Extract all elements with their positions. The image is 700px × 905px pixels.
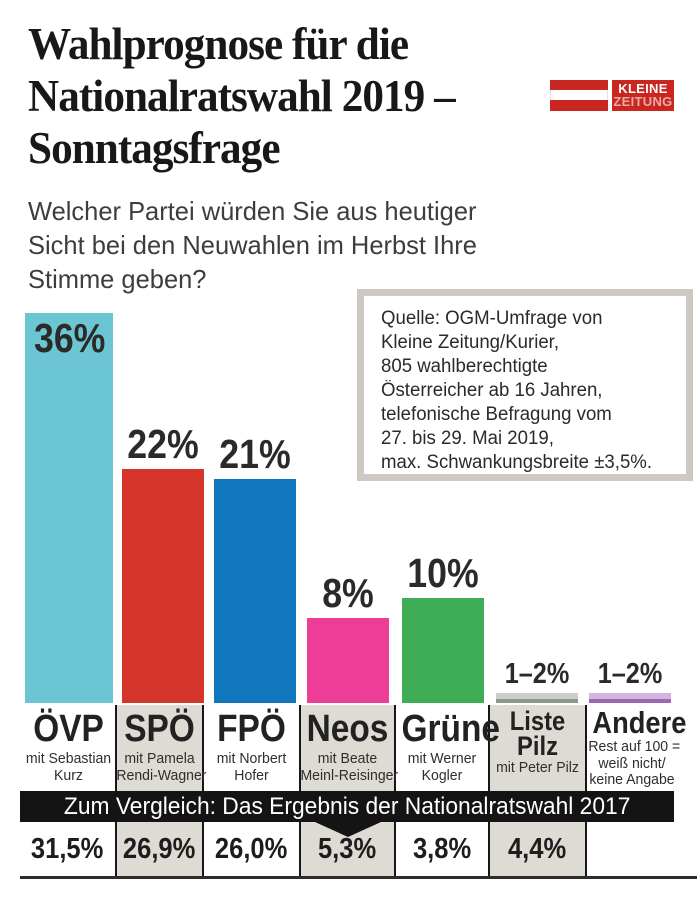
title-line-1: Wahlprognose für die bbox=[28, 19, 409, 69]
source-line: max. Schwankungsbreite ±3,5%. bbox=[381, 452, 653, 473]
party-leader: mit Beate Meinl-Reisinger bbox=[300, 751, 399, 784]
value-label-ovp: 36% bbox=[34, 315, 106, 361]
party-leader: mit Sebastian Kurz bbox=[25, 751, 112, 784]
result-2017-liste-pilz: 4,4% bbox=[508, 832, 567, 865]
result-2017-neos: 5,3% bbox=[318, 832, 377, 865]
party-label-ovp: ÖVP mit Sebastian Kurz bbox=[20, 706, 117, 790]
question-line-1: Welcher Partei würden Sie aus heutiger bbox=[28, 196, 477, 226]
source-line: Österreicher ab 16 Jahren, bbox=[381, 380, 603, 401]
value-label-andere: 1–2% bbox=[597, 658, 663, 690]
source-line: Kleine Zeitung/Kurier, bbox=[381, 332, 560, 353]
austria-flag-icon bbox=[550, 80, 608, 111]
bottom-rule bbox=[20, 876, 697, 879]
bar-liste-pilz-shade bbox=[496, 699, 578, 703]
value-label-neos: 8% bbox=[322, 570, 374, 616]
source-line: telefonische Befragung vom bbox=[381, 404, 612, 425]
party-label-spo: SPÖ mit Pamela Rendi-Wagner bbox=[115, 706, 207, 790]
logo-text-zeitung: ZEITUNG bbox=[613, 94, 673, 109]
question-line-3: Stimme geben? bbox=[28, 264, 207, 294]
question-line-2: Sicht bei den Neuwahlen im Herbst Ihre bbox=[28, 230, 477, 260]
result-2017-andere bbox=[587, 822, 677, 876]
bar-ovp bbox=[25, 313, 113, 703]
comparison-banner-text: Zum Vergleich: Das Ergebnis der National… bbox=[63, 792, 631, 820]
party-leader: mit Peter Pilz bbox=[496, 760, 579, 776]
party-label-andere: Andere Rest auf 100 = weiß nicht/ keine … bbox=[587, 705, 687, 790]
value-label-fpo: 21% bbox=[219, 431, 291, 477]
flag-stripe-red bbox=[550, 80, 608, 90]
party-label-neos: Neos mit Beate Meinl-Reisinger bbox=[299, 706, 399, 790]
bar-gruene bbox=[402, 598, 484, 703]
bar-andere bbox=[589, 693, 671, 703]
party-name: ÖVP bbox=[33, 708, 104, 750]
kleine-zeitung-logo: KLEINE ZEITUNG bbox=[550, 80, 674, 111]
party-name: FPÖ bbox=[217, 708, 286, 750]
bar-andere-shade bbox=[589, 699, 671, 703]
value-label-spo: 22% bbox=[127, 421, 199, 467]
source-line: 27. bis 29. Mai 2019, bbox=[381, 428, 554, 449]
bar-spo bbox=[122, 469, 204, 703]
value-label-gruene: 10% bbox=[407, 550, 479, 596]
party-name: Grüne bbox=[401, 708, 500, 750]
party-leader: mit Werner Kogler bbox=[407, 751, 477, 784]
title-line-2: Nationalratswahl 2019 – bbox=[28, 71, 456, 121]
bar-liste-pilz bbox=[496, 693, 578, 703]
party-note: Rest auf 100 = weiß nicht/ keine Angabe bbox=[588, 739, 681, 788]
party-name: SPÖ bbox=[124, 708, 195, 750]
flag-stripe-white bbox=[550, 90, 608, 100]
flag-stripe-red bbox=[550, 100, 608, 111]
column-background-neos bbox=[299, 705, 396, 876]
result-2017-ovp: 31,5% bbox=[31, 832, 104, 865]
source-box: Quelle: OGM-Umfrage von Kleine Zeitung/K… bbox=[357, 289, 693, 481]
bar-fpo bbox=[214, 479, 296, 703]
result-2017-fpo: 26,0% bbox=[215, 832, 288, 865]
result-2017-gruene: 3,8% bbox=[412, 832, 472, 865]
comparison-banner: Zum Vergleich: Das Ergebnis der National… bbox=[20, 791, 674, 822]
arrow-down-icon bbox=[315, 822, 381, 837]
value-label-liste-pilz: 1–2% bbox=[504, 658, 570, 690]
party-name: Neos bbox=[306, 708, 389, 750]
logo-wordmark: KLEINE ZEITUNG bbox=[612, 80, 674, 111]
column-background-liste-pilz bbox=[488, 705, 587, 876]
party-label-gruene: Grüne mit Werner Kogler bbox=[396, 706, 500, 790]
source-line: 805 wahlberechtigte bbox=[381, 356, 548, 377]
party-label-liste-pilz: Liste Pilz mit Peter Pilz bbox=[488, 706, 587, 790]
party-name: Liste Pilz bbox=[509, 706, 566, 761]
party-label-fpo: FPÖ mit Norbert Hofer bbox=[204, 706, 299, 790]
party-leader: mit Norbert Hofer bbox=[216, 751, 287, 784]
title-line-3: Sonntagsfrage bbox=[28, 123, 280, 173]
party-name: Andere bbox=[592, 705, 687, 740]
bar-neos bbox=[307, 618, 389, 703]
column-background-spo bbox=[115, 705, 204, 876]
page-title: Wahlprognose für die Nationalratswahl 20… bbox=[28, 18, 546, 174]
survey-question: Welcher Partei würden Sie aus heutiger S… bbox=[28, 194, 477, 296]
logo-text-kleine: KLEINE bbox=[618, 81, 668, 96]
result-2017-spo: 26,9% bbox=[123, 832, 196, 865]
party-leader: mit Pamela Rendi-Wagner bbox=[116, 751, 207, 784]
source-line: Quelle: OGM-Umfrage von bbox=[381, 308, 603, 329]
